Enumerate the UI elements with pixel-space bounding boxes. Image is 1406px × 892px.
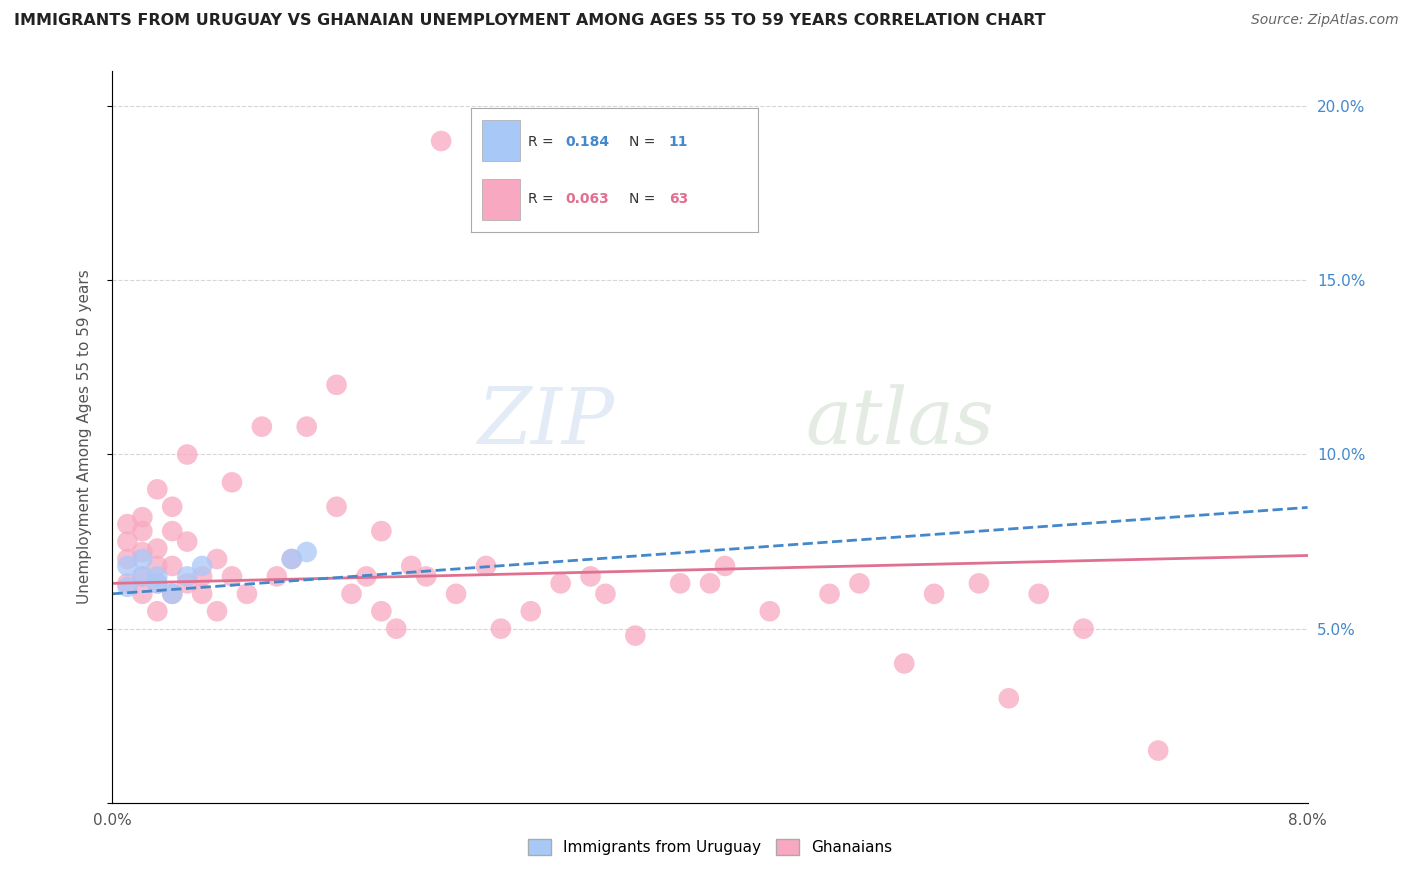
Point [221, 475, 243, 490]
Point [699, 576, 721, 591]
Point [624, 629, 647, 643]
Point [1073, 622, 1095, 636]
Point [162, 500, 183, 514]
Point [520, 604, 543, 618]
Point [205, 604, 228, 618]
Point [759, 604, 782, 618]
Point [370, 604, 392, 618]
Point [295, 545, 318, 559]
Point [131, 510, 153, 524]
Point [325, 377, 347, 392]
Point [595, 587, 617, 601]
Point [162, 558, 183, 573]
Legend: Immigrants from Uruguay, Ghanaians: Immigrants from Uruguay, Ghanaians [522, 833, 898, 861]
Text: Source: ZipAtlas.com: Source: ZipAtlas.com [1251, 13, 1399, 28]
Point [340, 587, 363, 601]
Point [550, 576, 572, 591]
Point [146, 576, 169, 591]
Text: atlas: atlas [806, 384, 994, 460]
Point [281, 552, 304, 566]
Point [669, 576, 692, 591]
Point [1028, 587, 1050, 601]
Point [370, 524, 392, 538]
Text: IMMIGRANTS FROM URUGUAY VS GHANAIAN UNEMPLOYMENT AMONG AGES 55 TO 59 YEARS CORRE: IMMIGRANTS FROM URUGUAY VS GHANAIAN UNEM… [14, 13, 1046, 29]
Point [131, 569, 153, 583]
Point [146, 483, 169, 497]
Point [266, 569, 288, 583]
Point [117, 552, 139, 566]
Point [281, 552, 304, 566]
Point [848, 576, 870, 591]
Point [176, 534, 198, 549]
Point [475, 558, 498, 573]
Point [162, 524, 183, 538]
Point [146, 541, 169, 556]
Point [221, 569, 243, 583]
Point [117, 517, 139, 532]
Point [579, 569, 602, 583]
Point [415, 569, 437, 583]
Point [998, 691, 1021, 706]
Point [191, 569, 214, 583]
Point [162, 587, 183, 601]
Point [922, 587, 945, 601]
Point [714, 558, 737, 573]
Point [205, 552, 228, 566]
Point [401, 558, 423, 573]
Point [236, 587, 259, 601]
Point [176, 448, 198, 462]
Point [146, 569, 169, 583]
Text: ZIP: ZIP [477, 384, 614, 460]
Point [117, 558, 139, 573]
Point [250, 419, 273, 434]
Point [430, 134, 453, 148]
Point [325, 500, 347, 514]
Point [1147, 743, 1170, 757]
Point [146, 576, 169, 591]
Point [356, 569, 378, 583]
Point [191, 558, 214, 573]
Point [176, 569, 198, 583]
Point [191, 587, 214, 601]
Point [162, 587, 183, 601]
Point [146, 558, 169, 573]
Point [131, 545, 153, 559]
Point [818, 587, 841, 601]
Point [444, 587, 467, 601]
Point [131, 569, 153, 583]
Point [146, 604, 169, 618]
Point [117, 580, 139, 594]
Point [489, 622, 512, 636]
Point [967, 576, 990, 591]
Point [117, 534, 139, 549]
Point [131, 587, 153, 601]
Y-axis label: Unemployment Among Ages 55 to 59 years: Unemployment Among Ages 55 to 59 years [77, 269, 91, 605]
Point [176, 576, 198, 591]
Point [131, 552, 153, 566]
Point [893, 657, 915, 671]
Point [385, 622, 408, 636]
Point [131, 524, 153, 538]
Point [295, 419, 318, 434]
Point [117, 576, 139, 591]
